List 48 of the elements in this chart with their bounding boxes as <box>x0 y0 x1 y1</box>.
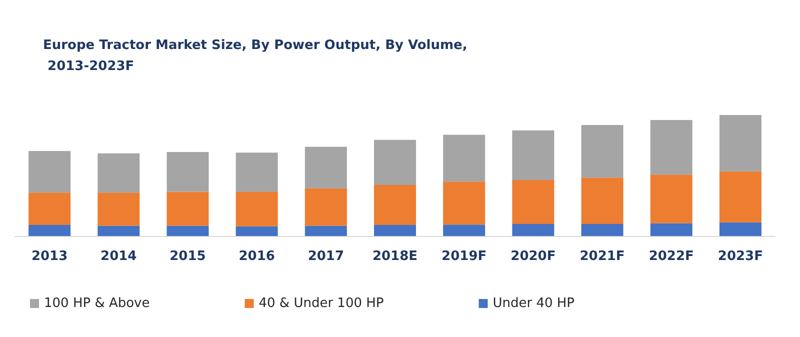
bar <box>374 224 416 236</box>
legend-label: 40 & Under 100 HP <box>258 296 384 311</box>
bar <box>374 140 416 185</box>
x-tick-label: 2021F <box>580 249 625 264</box>
bar <box>166 192 209 226</box>
bar <box>512 224 554 236</box>
x-tick-label: 2022F <box>648 249 694 264</box>
bar <box>304 146 347 188</box>
legend-label: Under 40 HP <box>492 296 575 311</box>
bar <box>719 115 762 172</box>
bar <box>443 224 486 236</box>
bar <box>581 125 624 178</box>
bar <box>512 130 554 180</box>
bar <box>650 223 692 236</box>
bar <box>581 224 624 236</box>
bar <box>650 174 692 224</box>
bar <box>236 226 278 236</box>
bar <box>236 192 278 226</box>
bar <box>304 188 347 226</box>
bar <box>443 182 486 225</box>
bar <box>98 153 140 193</box>
bar <box>98 192 140 226</box>
bar <box>581 178 624 224</box>
x-tick-label: 2023F <box>718 249 763 264</box>
legend-label: 100 HP & Above <box>44 296 150 311</box>
x-tick-label: 2013 <box>31 249 68 264</box>
bar <box>374 184 416 225</box>
bar <box>443 134 486 182</box>
bar <box>719 171 762 222</box>
bar <box>512 180 554 224</box>
x-tick-label: 2017 <box>308 249 344 264</box>
x-tick-label: 2020F <box>510 249 556 264</box>
bar <box>166 152 209 192</box>
bar <box>236 152 278 192</box>
bar <box>28 151 71 193</box>
bar <box>650 120 692 175</box>
bar <box>28 192 71 225</box>
bar <box>304 226 347 236</box>
bar <box>98 226 140 236</box>
chart-title: Europe Tractor Market Size, By Power Output, By Volume, 2013-2023F <box>43 38 468 74</box>
x-tick-label: 2019F <box>442 249 487 264</box>
bar <box>28 224 71 236</box>
x-tick-label: 2015 <box>170 249 206 264</box>
x-tick-label: 2018E <box>372 249 418 264</box>
bar <box>166 226 209 236</box>
x-tick-label: 2014 <box>100 249 137 264</box>
x-tick-label: 2016 <box>238 249 275 264</box>
bar <box>719 222 762 236</box>
